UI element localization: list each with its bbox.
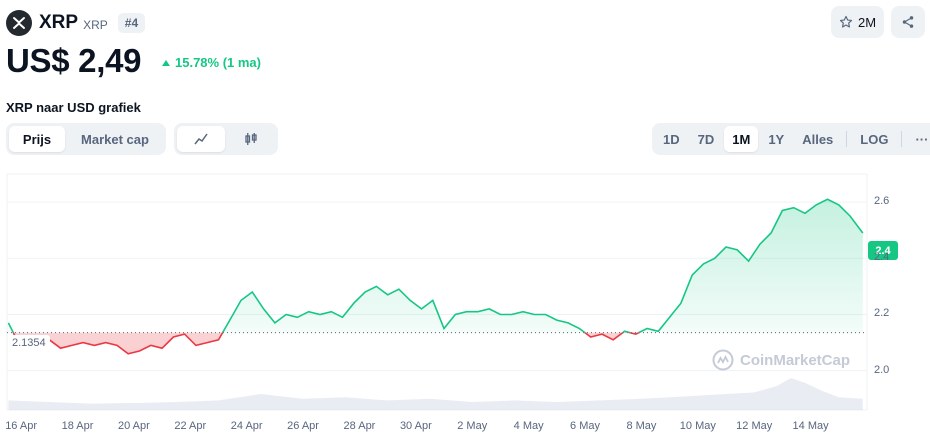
coin-symbol: XRP <box>83 17 108 32</box>
price-line-down <box>12 332 641 355</box>
divider <box>846 131 848 147</box>
x-tick-label: 8 May <box>626 420 657 432</box>
line-chart-icon <box>194 133 208 145</box>
x-tick-label: 26 Apr <box>287 420 319 432</box>
range-1d[interactable]: 1D <box>663 131 680 147</box>
baseline-label: 2.1354 <box>8 335 50 351</box>
coin-name: XRP <box>39 12 79 33</box>
price-line <box>7 198 867 355</box>
chart-type-toggle: Prijs Market cap <box>6 123 166 155</box>
volume-area <box>8 378 863 410</box>
y-tick-label: 2.2 <box>874 307 890 320</box>
cmc-logo-icon <box>712 349 734 371</box>
y-tick-label: 2.0 <box>874 363 890 376</box>
x-tick-label: 12 May <box>736 420 773 432</box>
watchlist-count: 2M <box>857 14 877 30</box>
y-tick-label: 2.6 <box>874 195 890 208</box>
price-area-down <box>8 332 863 354</box>
watermark-text: CoinMarketCap <box>740 351 851 369</box>
x-tick-label: 10 May <box>679 420 716 432</box>
price-line-up <box>7 198 864 333</box>
x-tick-label: 2 May <box>457 420 488 432</box>
price-change: 15.78% (1 ma) <box>162 55 261 70</box>
range-1m[interactable]: 1M <box>724 126 759 152</box>
x-tick-label: 30 Apr <box>399 420 432 432</box>
coin-header: XRP XRP #4 <box>6 8 146 38</box>
price-change-value: 15.78% (1 ma) <box>175 55 261 70</box>
coinmarketcap-watermark: CoinMarketCap <box>712 349 850 371</box>
x-tick-label: 18 Apr <box>61 420 94 432</box>
y-tick-label: 2.4 <box>874 251 890 264</box>
x-tick-label: 28 Apr <box>343 420 376 432</box>
chart-style-toggle <box>174 123 278 155</box>
line-chart-button[interactable] <box>177 126 225 152</box>
x-tick-label: 16 Apr <box>5 420 37 432</box>
price-area-up <box>8 199 863 333</box>
divider <box>901 131 903 147</box>
log-scale-button[interactable]: LOG <box>860 131 889 147</box>
tab-price[interactable]: Prijs <box>9 126 65 152</box>
candlestick-icon <box>245 133 257 145</box>
xrp-logo-icon <box>6 10 32 36</box>
range-all[interactable]: Alles <box>802 131 834 147</box>
rank-badge: #4 <box>117 13 146 33</box>
chart-heading: XRP naar USD grafiek <box>6 100 141 115</box>
x-tick-label: 22 Apr <box>174 420 207 432</box>
candlestick-button[interactable] <box>227 126 275 152</box>
plot-border <box>6 173 868 411</box>
x-tick-label: 14 May <box>792 420 829 432</box>
star-icon <box>839 15 853 28</box>
last-price-label: 2.4 <box>868 241 898 260</box>
x-tick-label: 24 Apr <box>230 420 263 432</box>
range-toggle: 1D 7D 1M 1Y Alles LOG ··· <box>652 123 930 155</box>
volume-bars <box>8 378 863 410</box>
watchlist-button[interactable]: 2M <box>831 6 884 38</box>
x-tick-label: 20 Apr <box>117 420 150 432</box>
range-7d[interactable]: 7D <box>697 131 715 147</box>
up-arrow-icon <box>162 59 170 66</box>
share-icon <box>902 16 914 28</box>
x-tick-label: 6 May <box>570 420 601 432</box>
current-price: US$ 2,49 <box>6 42 142 79</box>
price-area <box>8 199 863 354</box>
range-1y[interactable]: 1Y <box>768 131 785 147</box>
x-tick-label: 4 May <box>513 420 544 432</box>
more-options-button[interactable]: ··· <box>915 131 929 147</box>
tab-market-cap[interactable]: Market cap <box>81 131 149 147</box>
price-chart[interactable] <box>0 170 930 436</box>
share-button[interactable] <box>891 6 925 38</box>
